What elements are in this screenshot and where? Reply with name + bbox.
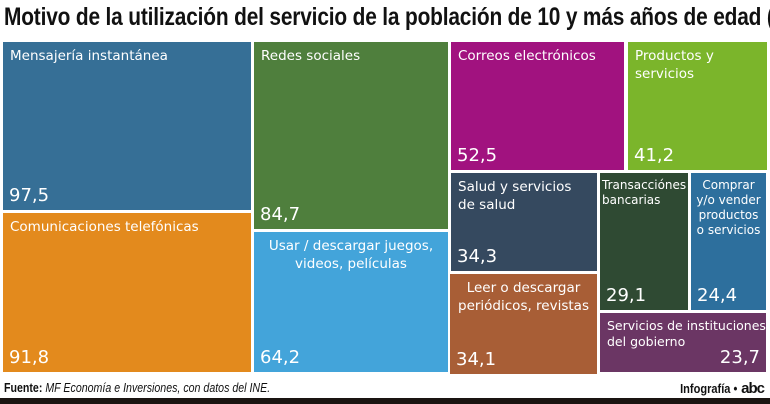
tile-value: 64,2	[260, 347, 301, 368]
tile-label: Usar / descargar juegos, videos, película…	[268, 238, 434, 272]
tile-label: Mensajería instantánea	[10, 48, 168, 64]
tile-value: 34,3	[457, 246, 498, 267]
treemap-tile: Transacciónes bancarias 29,1	[600, 173, 688, 310]
source-note: Fuente: MF Economía e Inversiones, con d…	[4, 381, 270, 395]
tile-label: Transacciónes bancarias	[602, 178, 687, 207]
tile-value: 24,4	[697, 285, 738, 306]
tile-value: 34,1	[456, 349, 497, 370]
tile-value: 52,5	[457, 145, 498, 166]
treemap-tile: Leer o descargar periódicos, revistas 34,1	[450, 274, 597, 374]
tile-value: 29,1	[606, 285, 647, 306]
tile-value: 23,7	[719, 347, 760, 368]
treemap-tile: Correos electrónicos 52,5	[451, 42, 624, 170]
tile-label: Comprar y/o vender productos o servicios	[696, 178, 761, 237]
abc-logo: abc	[741, 380, 765, 397]
treemap-tile: Servicios de instituciones del gobierno 23…	[600, 313, 766, 372]
treemap-tile: Mensajería instantánea 97,5	[3, 42, 251, 210]
tile-value: 97,5	[9, 185, 50, 206]
tile-label: Correos electrónicos	[458, 48, 596, 64]
tile-label: Productos y servicios	[635, 48, 714, 82]
treemap-tile: Redes sociales 84,7	[254, 42, 448, 229]
treemap-tile: Usar / descargar juegos, videos, película…	[254, 232, 448, 372]
bottom-bar	[0, 398, 770, 404]
tile-label: Servicios de instituciones del gobierno	[607, 318, 766, 349]
tile-value: 84,7	[260, 204, 301, 225]
source-label: Fuente:	[4, 381, 43, 395]
tile-value: 41,2	[634, 145, 675, 166]
tile-value: 91,8	[9, 347, 50, 368]
tile-label: Salud y servicios de salud	[458, 179, 572, 213]
source-text: MF Economía e Inversiones, con datos del…	[45, 381, 271, 395]
tile-label: Comunicaciones telefónicas	[10, 219, 199, 235]
treemap-tile: Comunicaciones telefónicas 91,8	[3, 213, 251, 372]
credit: Infografía • abc	[670, 380, 765, 397]
treemap-tile: Salud y servicios de salud 34,3	[451, 173, 597, 271]
credit-text: Infografía •	[679, 381, 738, 396]
tile-label: Leer o descargar periódicos, revistas	[458, 280, 589, 314]
treemap-tile: Productos y servicios 41,2	[628, 42, 767, 170]
tile-label: Redes sociales	[261, 48, 361, 64]
chart-title: Motivo de la utilización del servicio de…	[4, 3, 770, 31]
treemap-tile: Comprar y/o vender productos o servicios 24,…	[691, 173, 766, 310]
